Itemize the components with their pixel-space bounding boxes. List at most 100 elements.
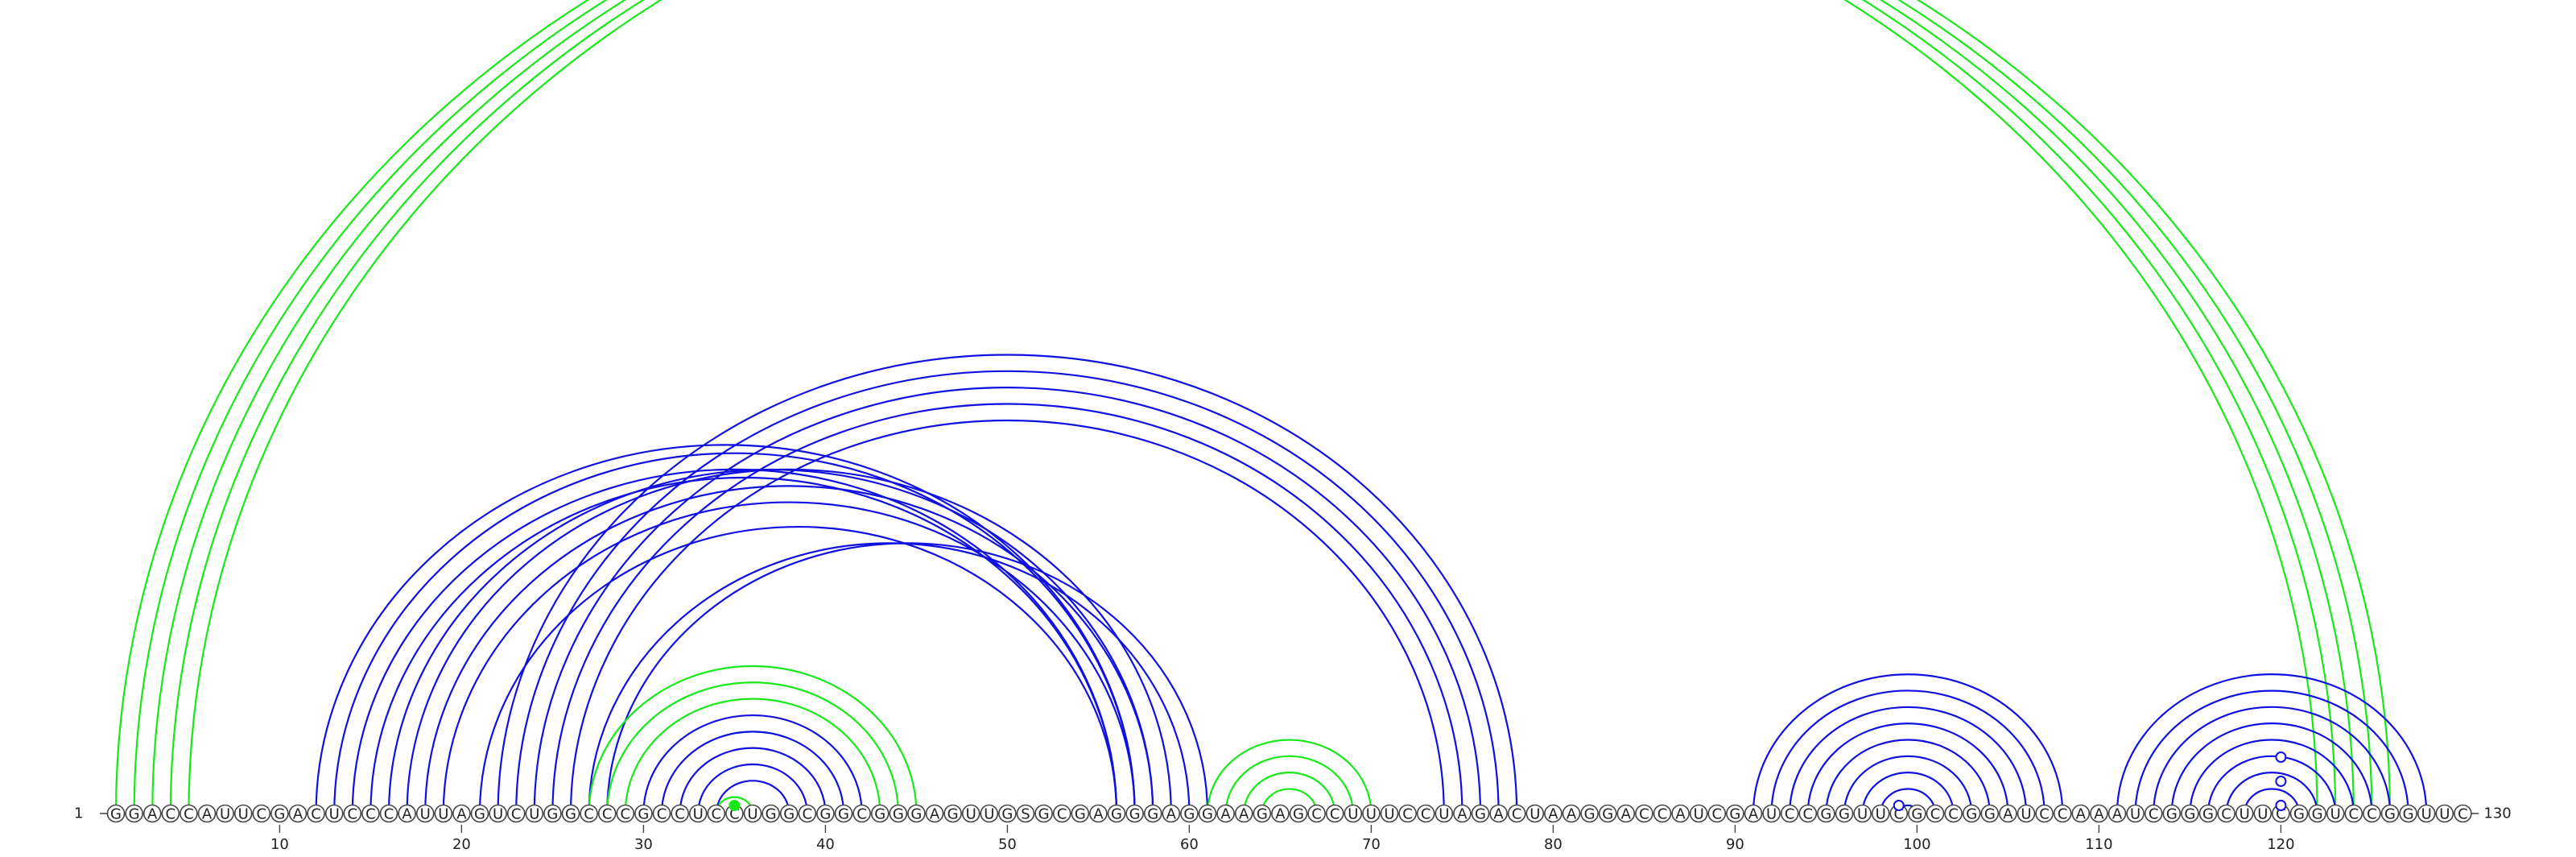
nucleotide-70: U (1362, 804, 1381, 823)
nucleotide-circle (1362, 804, 1381, 823)
nucleotide-circle (2107, 804, 2127, 823)
nucleotide-letter: G (1602, 806, 1613, 823)
nucleotide-letter: G (2293, 806, 2305, 823)
nucleotide-46: A (925, 804, 944, 823)
nucleotide-circle (1762, 804, 1781, 823)
nucleotide-22: U (489, 804, 507, 823)
nucleotide-94: C (1798, 804, 1818, 823)
nucleotide-119: U (2253, 804, 2273, 823)
nucleotide-circle (852, 804, 871, 823)
nucleotide-circle (1525, 804, 1545, 823)
nucleotide-78: C (1507, 804, 1526, 823)
nucleotide-letter: G (1839, 806, 1850, 823)
nucleotide-circle (2217, 804, 2235, 823)
nucleotide-circle (2035, 804, 2054, 823)
nucleotide-circle (834, 804, 853, 823)
start-label: 1 (74, 805, 83, 822)
nucleotide-circle (161, 804, 180, 823)
nucleotide-circle (2454, 804, 2472, 823)
nucleotide-letter: G (129, 806, 140, 823)
pair-arc-92-107 (1770, 689, 2046, 814)
nucleotide-circle (1817, 804, 1835, 823)
nucleotide-45: G (907, 804, 926, 823)
nucleotide-126: G (2380, 804, 2400, 823)
tick-label-120: 120 (2267, 836, 2294, 853)
nucleotide-circle (1562, 804, 1581, 823)
nucleotide-circle (943, 804, 962, 823)
nucleotide-circle (470, 804, 489, 823)
nucleotide-letter: C (348, 806, 358, 823)
nucleotide-77: A (1489, 804, 1508, 823)
nucleotide-circle (415, 804, 435, 823)
nucleotide-letter: U (2330, 806, 2341, 823)
nucleotide-circle (125, 804, 143, 823)
nucleotide-letter: U (1694, 806, 1704, 823)
nucleotide-circle (1271, 804, 1290, 823)
nucleotide-circle (1835, 804, 1854, 823)
nucleotide-13: U (324, 804, 344, 823)
nucleotide-letter: A (202, 806, 213, 823)
nucleotide-circle (1798, 804, 1818, 823)
nucleotide-letter: C (712, 806, 722, 823)
nucleotide-letter: C (311, 806, 321, 823)
nucleotide-letter: C (2058, 806, 2068, 823)
nucleotide-circle (1453, 804, 1472, 823)
nucleotide-10: G (270, 804, 289, 823)
nucleotide-circle (2399, 804, 2417, 823)
pair-arc-24-76 (533, 387, 1482, 814)
nucleotide-80: A (1544, 804, 1563, 823)
nucleotide-circle (616, 804, 635, 823)
nucleotide-56: G (1107, 804, 1126, 823)
pair-arc-32-40 (679, 747, 827, 814)
nucleotide-circle (870, 804, 890, 823)
nucleotide-20: A (452, 804, 471, 823)
nucleotide-circle (1216, 804, 1235, 823)
nucleotide-102: C (1944, 804, 1963, 823)
nucleotide-letter: U (329, 806, 340, 823)
pair-arc-18-58 (424, 485, 1154, 814)
nucleotide-letter: G (2312, 806, 2323, 823)
nucleotide-letter: C (166, 806, 176, 823)
nucleotide-circle (1962, 804, 1981, 823)
nucleotide-19: U (434, 804, 453, 823)
nucleotide-letter: U (2130, 806, 2140, 823)
nucleotide-circle (1107, 804, 1126, 823)
nucleotide-116: G (2198, 804, 2218, 823)
nucleotide-letter: C (2039, 806, 2050, 823)
nucleotide-circle (307, 804, 325, 823)
nucleotide-65: A (1271, 804, 1290, 823)
pair-arc-115-124 (2189, 739, 2355, 814)
nucleotide-110: A (2090, 804, 2108, 823)
nucleotide-letter: C (1330, 806, 1340, 823)
pair-arc-111-128 (2116, 673, 2428, 814)
nucleotide-circle (1635, 804, 1653, 823)
nucleotide-circle (233, 804, 253, 823)
nucleotide-letter: A (402, 806, 412, 823)
nucleotide-letter: A (147, 806, 158, 823)
nucleotide-letter: G (838, 806, 849, 823)
nucleotide-circle (561, 804, 580, 823)
nucleotide-letter: G (1984, 806, 1996, 823)
nucleotide-49: U (980, 804, 999, 823)
nucleotide-circle (2017, 804, 2036, 823)
nucleotide-68: C (1325, 804, 1344, 823)
nucleotide-letter: C (1512, 806, 1522, 823)
nucleotide-88: U (1689, 804, 1708, 823)
nucleotide-26: G (561, 804, 580, 823)
tick-label-20: 20 (452, 836, 471, 853)
nucleotide-letter: C (2349, 806, 2359, 823)
nucleotide-127: G (2399, 804, 2417, 823)
nucleotide-18: U (415, 804, 435, 823)
nucleotide-circle (1653, 804, 1672, 823)
nucleotide-51: S (1016, 804, 1035, 823)
pair-arc-112-127 (2134, 689, 2409, 814)
pair-arc-19-57 (442, 501, 1136, 814)
nucleotide-letter: G (638, 806, 649, 823)
nucleotide-letter: C (1712, 806, 1723, 823)
nucleotide-circle (2363, 804, 2381, 823)
nucleotide-circle (1071, 804, 1090, 823)
nucleotide-58: G (1143, 804, 1162, 823)
nucleotide-61: G (1198, 804, 1217, 823)
nucleotide-92: U (1762, 804, 1781, 823)
